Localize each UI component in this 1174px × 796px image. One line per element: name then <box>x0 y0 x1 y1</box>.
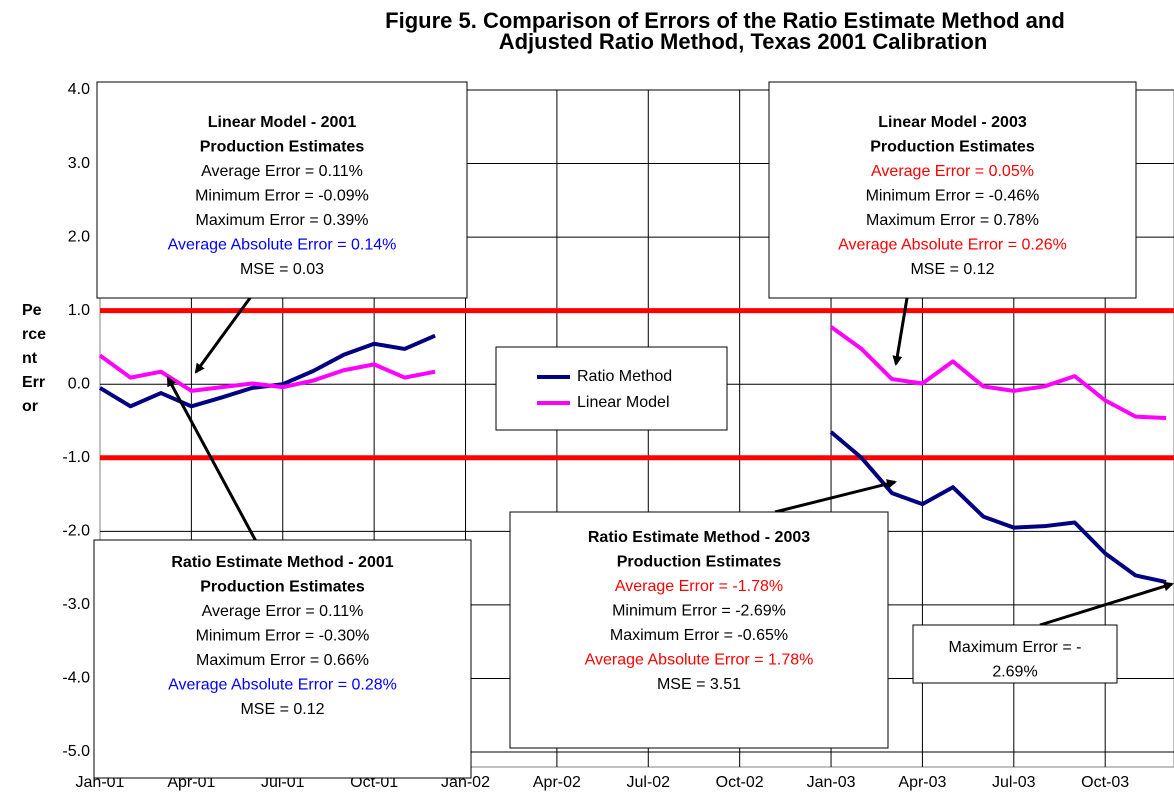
annotation-heading: Linear Model - 2003 <box>878 114 1027 131</box>
y-tick-label: -3.0 <box>62 596 90 613</box>
y-tick-label: 4.0 <box>68 81 90 98</box>
chart-title: Figure 5. Comparison of Errors of the Ra… <box>385 8 1065 33</box>
annotation-heading: Linear Model - 2001 <box>208 114 357 131</box>
annotation-heading: Production Estimates <box>617 554 782 571</box>
annotation-text: 2.69% <box>992 664 1037 681</box>
y-tick-label: 3.0 <box>68 155 90 172</box>
annotation-text: Minimum Error = -0.46% <box>866 188 1040 205</box>
x-tick-label: Apr-03 <box>898 774 946 791</box>
y-axis-label: nt <box>22 350 38 367</box>
annotation-text: MSE = 0.12 <box>910 261 994 278</box>
annotation-text: Maximum Error = - <box>949 639 1082 656</box>
annotation-heading: Ratio Estimate Method - 2003 <box>588 529 810 546</box>
annotation-text: Maximum Error = 0.78% <box>866 212 1039 229</box>
legend-box <box>495 346 728 431</box>
y-tick-label: 0.0 <box>68 375 90 392</box>
y-axis-label: Err <box>22 374 45 391</box>
legend-label: Linear Model <box>577 394 670 411</box>
series-line <box>98 325 1167 421</box>
y-axis-label: Pe <box>22 302 42 319</box>
annotation-text: Minimum Error = -0.30% <box>196 628 370 645</box>
annotation-text: MSE = 0.03 <box>240 261 324 278</box>
x-tick-label: Apr-02 <box>533 774 581 791</box>
chart-title: Adjusted Ratio Method, Texas 2001 Calibr… <box>499 29 988 54</box>
annotation-text: Average Absolute Error = 0.14% <box>168 237 397 254</box>
y-tick-label: 2.0 <box>68 228 90 245</box>
legend-label: Ratio Method <box>577 368 672 385</box>
x-tick-label: Oct-02 <box>716 774 764 791</box>
annotation-text: Maximum Error = -0.65% <box>610 627 788 644</box>
annotation-text: Average Error = 0.11% <box>202 603 364 620</box>
annotation-text: Average Absolute Error = 0.28% <box>168 677 397 694</box>
annotation-box <box>768 81 1137 299</box>
annotation-box <box>93 539 472 779</box>
annotation-arrow <box>892 297 909 366</box>
y-axis-label: or <box>22 398 38 415</box>
annotation-box <box>509 511 889 749</box>
annotation-arrow <box>774 479 897 514</box>
annotation-text: Maximum Error = 0.39% <box>196 212 369 229</box>
annotation-arrow <box>166 376 260 546</box>
y-tick-label: -2.0 <box>62 523 90 540</box>
annotation-text: MSE = 3.51 <box>657 676 741 693</box>
annotation-arrow <box>1039 581 1174 627</box>
annotation-text: Average Absolute Error = 0.26% <box>838 237 1067 254</box>
y-tick-label: 1.0 <box>68 302 90 319</box>
y-axis-label: rce <box>22 326 46 343</box>
annotation-box <box>96 81 468 299</box>
y-tick-label: -1.0 <box>62 449 90 466</box>
annotation-heading: Production Estimates <box>200 579 365 596</box>
annotation-text: Average Error = -1.78% <box>615 578 783 595</box>
annotation-text: Maximum Error = 0.66% <box>196 652 369 669</box>
annotation-text: Average Error = 0.05% <box>871 163 1034 180</box>
annotation-heading: Production Estimates <box>870 139 1035 156</box>
y-tick-label: -4.0 <box>62 670 90 687</box>
x-tick-label: Oct-03 <box>1081 774 1129 791</box>
annotation-box <box>912 624 1118 684</box>
annotation-text: Minimum Error = -0.09% <box>195 188 369 205</box>
annotation-text: Average Error = 0.11% <box>201 163 363 180</box>
y-tick-label: -5.0 <box>62 743 90 760</box>
x-tick-label: Jul-02 <box>626 774 670 791</box>
x-tick-label: Jul-03 <box>992 774 1036 791</box>
annotation-text: Minimum Error = -2.69% <box>612 603 786 620</box>
annotation-heading: Production Estimates <box>200 139 365 156</box>
x-tick-label: Jan-03 <box>807 774 856 791</box>
annotation-text: MSE = 0.12 <box>240 701 324 718</box>
annotation-arrow <box>194 297 252 374</box>
annotation-heading: Ratio Estimate Method - 2001 <box>171 554 393 571</box>
annotation-text: Average Absolute Error = 1.78% <box>585 652 814 669</box>
